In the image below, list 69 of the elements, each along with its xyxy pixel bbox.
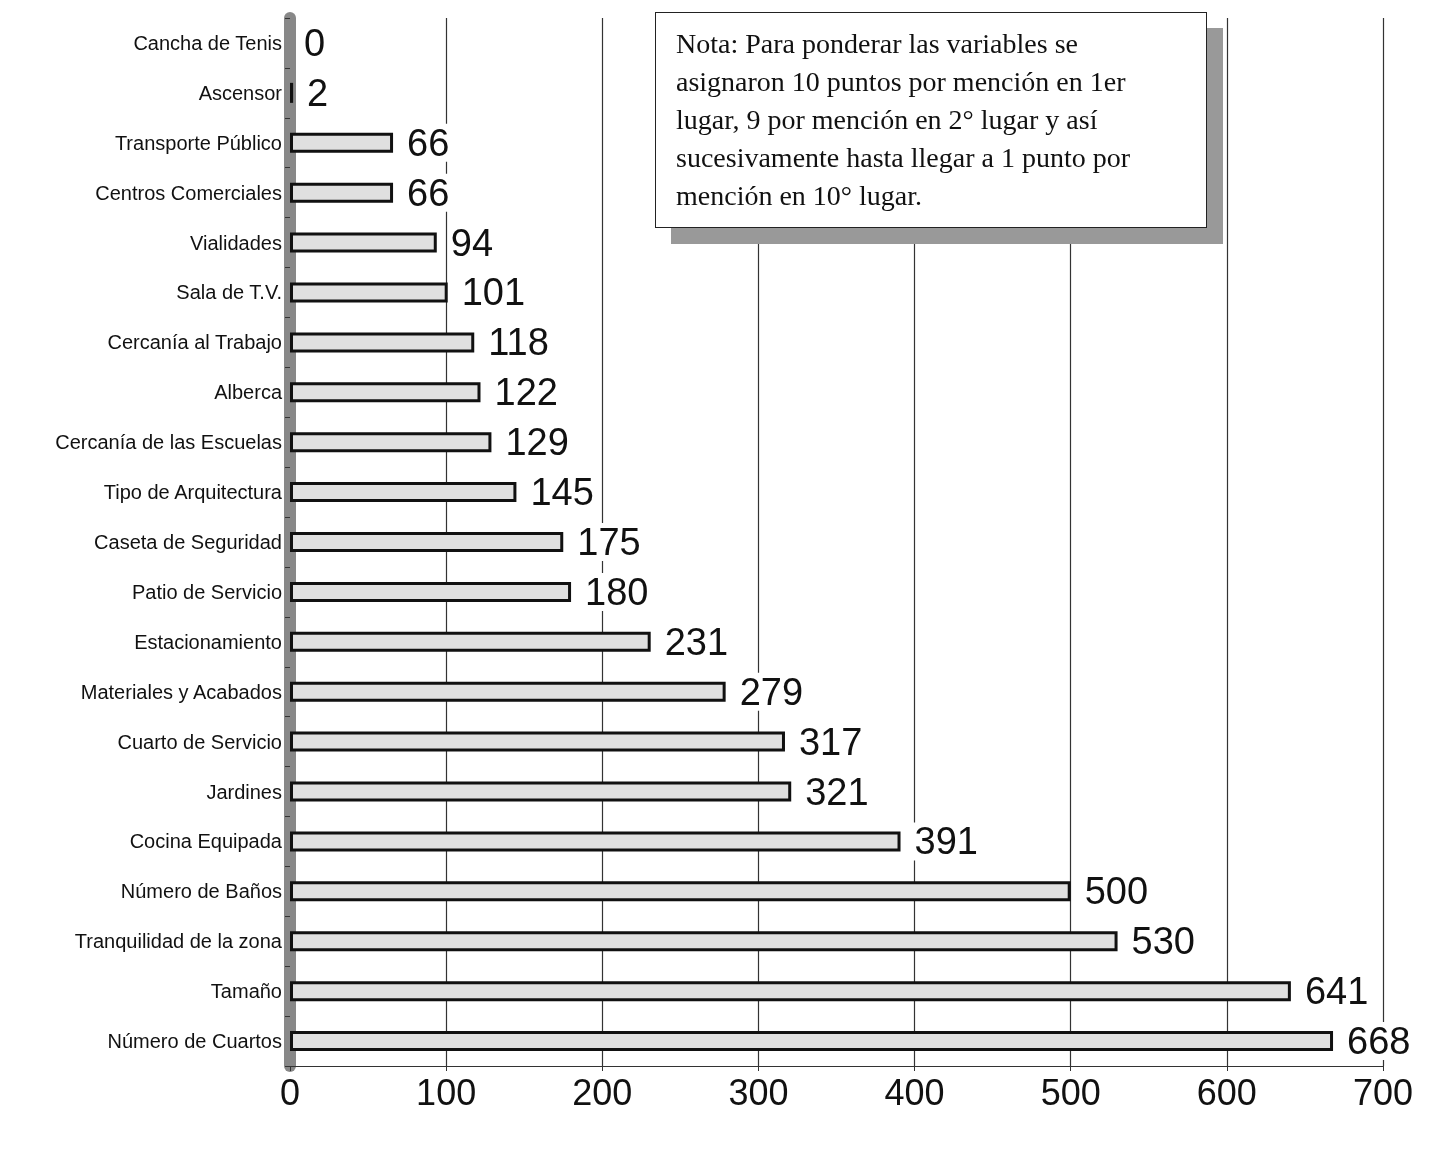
bar	[290, 631, 651, 652]
data-label: 641	[1304, 970, 1369, 1013]
data-label: 94	[450, 221, 494, 264]
bar	[290, 532, 564, 552]
y-tick-label: Estacionamiento	[134, 630, 282, 653]
bar	[290, 931, 1118, 952]
x-tick-label: 500	[1040, 1071, 1101, 1113]
data-label: 66	[407, 121, 450, 164]
data-label: 175	[577, 521, 641, 563]
data-label: 129	[505, 421, 569, 464]
y-tick-label: Vialidades	[190, 231, 282, 254]
bar	[290, 432, 492, 453]
x-tick-label: 700	[1352, 1071, 1414, 1113]
data-label: 0	[304, 21, 326, 64]
data-label: 2	[307, 71, 329, 114]
bar	[290, 781, 792, 802]
y-tick-label: Cercanía al Trabajo	[107, 331, 282, 354]
x-tick-label: 300	[728, 1071, 789, 1113]
bar	[290, 182, 394, 203]
y-tick-label: Tamaño	[210, 980, 282, 1003]
data-label: 317	[798, 720, 863, 763]
bar	[290, 482, 517, 503]
y-tick-label: Número de Baños	[120, 880, 282, 903]
x-tick-label: 600	[1196, 1071, 1257, 1113]
bar	[290, 1031, 1334, 1052]
bar	[290, 981, 1291, 1002]
bar	[290, 332, 475, 353]
data-label: 180	[585, 570, 649, 613]
x-tick-label: 400	[884, 1071, 945, 1113]
y-tick-label: Cercanía de las Escuelas	[55, 431, 282, 454]
y-tick-label: Sala de T.V.	[176, 281, 282, 304]
y-tick-label: Patio de Servicio	[131, 580, 282, 603]
y-tick-label: Número de Cuartos	[107, 1030, 282, 1053]
data-label: 530	[1131, 920, 1195, 963]
data-label: 391	[914, 820, 978, 863]
y-tick-label: Centros Comerciales	[95, 181, 282, 204]
data-label: 66	[407, 171, 450, 214]
data-label: 668	[1347, 1020, 1411, 1063]
bar	[290, 881, 1071, 902]
y-tick-label: Alberca	[214, 381, 283, 404]
data-label: 231	[664, 620, 729, 663]
bar	[290, 382, 481, 403]
y-tick-label: Transporte Público	[114, 131, 282, 154]
y-tick-label: Caseta de Seguridad	[94, 531, 282, 553]
data-label: 101	[461, 271, 526, 314]
y-tick-label: Ascensor	[198, 81, 283, 104]
y-tick-label: Tranquilidad de la zona	[74, 930, 283, 953]
data-label: 321	[805, 770, 869, 813]
x-tick-label: 0	[279, 1071, 301, 1113]
bar	[290, 232, 437, 253]
x-tick-label: 200	[572, 1071, 633, 1113]
data-label: 122	[494, 371, 558, 414]
data-label: 279	[739, 670, 804, 713]
data-label: 500	[1084, 870, 1149, 913]
y-tick-label: Jardines	[206, 780, 282, 803]
bar	[290, 731, 785, 752]
data-label: 118	[488, 321, 549, 364]
x-tick-label: 100	[416, 1071, 477, 1113]
bar	[290, 132, 394, 153]
y-tick-label: Cuarto de Servicio	[117, 730, 282, 753]
bar	[290, 831, 901, 852]
y-tick-label: Cancha de Tenis	[133, 31, 282, 54]
y-tick-label: Tipo de Arquitectura	[103, 481, 283, 504]
bar	[290, 282, 448, 303]
bar	[290, 681, 726, 702]
data-label: 145	[530, 471, 594, 514]
y-tick-label: Cocina Equipada	[129, 830, 283, 853]
bar	[290, 581, 572, 602]
y-tick-label: Materiales y Acabados	[80, 680, 282, 703]
